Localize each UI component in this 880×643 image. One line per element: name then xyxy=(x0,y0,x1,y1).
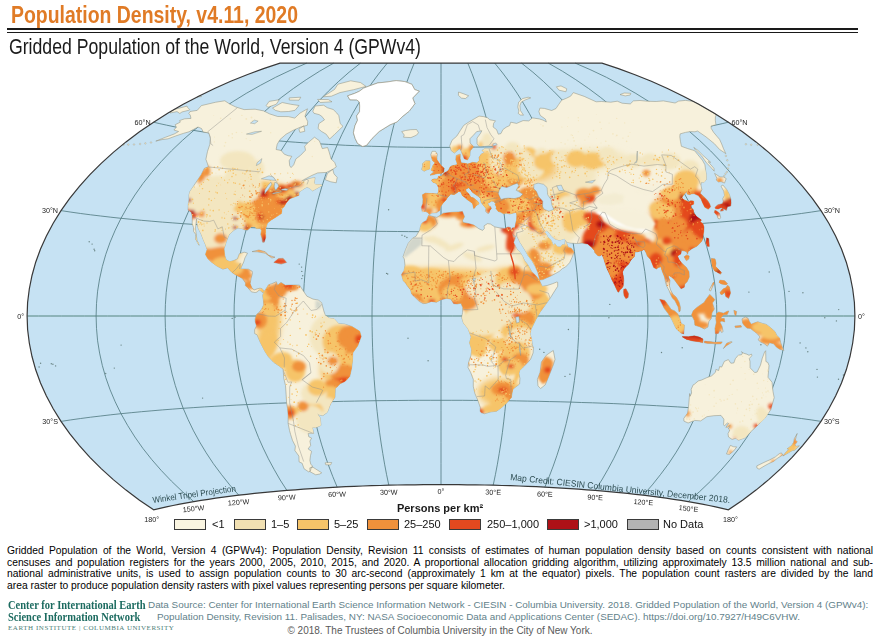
svg-text:30°N: 30°N xyxy=(42,206,58,215)
svg-text:30°W: 30°W xyxy=(380,488,398,497)
svg-text:0°: 0° xyxy=(17,312,24,321)
svg-text:60°N: 60°N xyxy=(731,118,747,127)
svg-text:30°S: 30°S xyxy=(42,417,58,426)
svg-text:60°E: 60°E xyxy=(537,489,553,498)
svg-text:30°S: 30°S xyxy=(824,417,840,426)
svg-text:60°W: 60°W xyxy=(328,489,346,499)
svg-text:30°E: 30°E xyxy=(485,488,501,497)
svg-text:60°N: 60°N xyxy=(135,118,151,127)
svg-text:0°: 0° xyxy=(858,312,865,321)
svg-text:30°N: 30°N xyxy=(824,206,840,215)
svg-text:180°: 180° xyxy=(723,515,738,524)
svg-text:180°: 180° xyxy=(144,515,159,524)
svg-text:0°: 0° xyxy=(438,487,445,496)
